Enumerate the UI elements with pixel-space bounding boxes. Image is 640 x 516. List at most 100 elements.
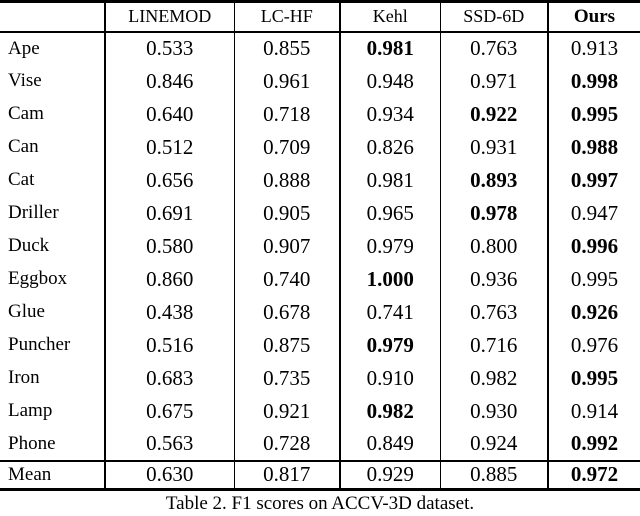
score-cell: 0.979	[339, 328, 440, 362]
score-cell: 0.936	[439, 262, 548, 296]
score-cell: 1.000	[339, 262, 440, 296]
score-cell: 0.563	[104, 427, 234, 461]
score-cell: 0.992	[547, 427, 640, 461]
score-cell: 0.709	[233, 130, 340, 164]
row-label: Phone	[8, 432, 56, 454]
table-row: Iron 0.683 0.735 0.910 0.982 0.995	[0, 361, 640, 395]
score-cell: 0.800	[439, 229, 548, 263]
column-header-kehl: Kehl	[339, 1, 440, 32]
score-cell: 0.580	[104, 229, 234, 263]
table-row: Lamp 0.675 0.921 0.982 0.930 0.914	[0, 394, 640, 428]
score-cell: 0.740	[233, 262, 340, 296]
score-cell: 0.905	[233, 196, 340, 230]
score-cell: 0.997	[547, 163, 640, 197]
score-cell: 0.860	[104, 262, 234, 296]
score-cell: 0.947	[547, 196, 640, 230]
table-caption: Table 2. F1 scores on ACCV-3D dataset.	[165, 493, 475, 514]
score-cell: 0.982	[339, 394, 440, 428]
score-cell: 0.885	[439, 460, 548, 490]
table-row: Driller 0.691 0.905 0.965 0.978 0.947	[0, 196, 640, 230]
score-cell: 0.961	[233, 64, 340, 98]
table-row: Phone 0.563 0.728 0.849 0.924 0.992	[0, 427, 640, 461]
score-cell: 0.965	[339, 196, 440, 230]
score-cell: 0.910	[339, 361, 440, 395]
score-cell: 0.995	[547, 361, 640, 395]
score-cell: 0.893	[439, 163, 548, 197]
row-label: Driller	[8, 202, 59, 223]
table-row: Puncher 0.516 0.875 0.979 0.716 0.976	[0, 328, 640, 362]
score-cell: 0.988	[547, 130, 640, 164]
score-cell: 0.846	[104, 64, 234, 98]
score-cell: 0.691	[104, 196, 234, 230]
f1-scores-table: LINEMOD LC-HF Kehl SSD-6D Ours Ape 0.533 0…	[0, 0, 640, 491]
table-row: Cat 0.656 0.888 0.981 0.893 0.997	[0, 163, 640, 197]
score-cell: 0.929	[339, 460, 440, 490]
score-cell: 0.972	[547, 460, 640, 490]
table-row: Glue 0.438 0.678 0.741 0.763 0.926	[0, 295, 640, 329]
score-cell: 0.948	[339, 64, 440, 98]
score-cell: 0.888	[233, 163, 340, 197]
row-label: Vise	[8, 70, 42, 91]
table-row: Vise 0.846 0.961 0.948 0.971 0.998	[0, 64, 640, 98]
score-cell: 0.971	[439, 64, 548, 98]
score-cell: 0.914	[547, 394, 640, 428]
score-cell: 0.926	[547, 295, 640, 329]
score-cell: 0.995	[547, 97, 640, 131]
table-header: LINEMOD LC-HF Kehl SSD-6D Ours	[0, 1, 640, 32]
row-label: Iron	[8, 367, 40, 388]
table-row: Duck 0.580 0.907 0.979 0.800 0.996	[0, 229, 640, 263]
score-cell: 0.875	[233, 328, 340, 362]
score-cell: 0.817	[233, 460, 340, 490]
row-label: Puncher	[8, 334, 71, 355]
score-cell: 0.735	[233, 361, 340, 395]
row-label: Mean	[8, 463, 52, 485]
row-label: Can	[8, 136, 39, 157]
table-row: Can 0.512 0.709 0.826 0.931 0.988	[0, 130, 640, 164]
score-cell: 0.741	[339, 295, 440, 329]
score-cell: 0.728	[233, 427, 340, 461]
score-cell: 0.930	[439, 394, 548, 428]
score-cell: 0.678	[233, 295, 340, 329]
table-body: Ape 0.533 0.855 0.981 0.763 0.913 Vise 0.846 0.9…	[0, 31, 640, 490]
score-cell: 0.763	[439, 31, 548, 65]
row-label: Ape	[8, 37, 40, 59]
score-cell: 0.718	[233, 97, 340, 131]
mean-row: Mean 0.630 0.817 0.929 0.885 0.972	[0, 460, 640, 490]
score-cell: 0.763	[439, 295, 548, 329]
table-row: Cam 0.640 0.718 0.934 0.922 0.995	[0, 97, 640, 131]
row-label: Cat	[8, 169, 35, 190]
score-cell: 0.630	[104, 460, 234, 490]
score-cell: 0.996	[547, 229, 640, 263]
score-cell: 0.656	[104, 163, 234, 197]
score-cell: 0.640	[104, 97, 234, 131]
score-cell: 0.716	[439, 328, 548, 362]
score-cell: 0.438	[104, 295, 234, 329]
score-cell: 0.907	[233, 229, 340, 263]
score-cell: 0.979	[339, 229, 440, 263]
column-header-ssd6d: SSD-6D	[439, 1, 548, 32]
score-cell: 0.826	[339, 130, 440, 164]
row-label: Lamp	[8, 400, 53, 421]
score-cell: 0.982	[439, 361, 548, 395]
score-cell: 0.995	[547, 262, 640, 296]
score-cell: 0.675	[104, 394, 234, 428]
score-cell: 0.931	[439, 130, 548, 164]
score-cell: 0.922	[439, 97, 548, 131]
score-cell: 0.981	[339, 31, 440, 65]
score-cell: 0.981	[339, 163, 440, 197]
score-cell: 0.976	[547, 328, 640, 362]
score-cell: 0.516	[104, 328, 234, 362]
score-cell: 0.512	[104, 130, 234, 164]
score-cell: 0.921	[233, 394, 340, 428]
corner-cell	[0, 2, 105, 32]
row-label: Cam	[8, 103, 44, 124]
score-cell: 0.849	[339, 427, 440, 461]
table-row: Ape 0.533 0.855 0.981 0.763 0.913	[0, 31, 640, 65]
row-label: Glue	[8, 301, 45, 322]
table-row: Eggbox 0.860 0.740 1.000 0.936 0.995	[0, 262, 640, 296]
score-cell: 0.533	[104, 31, 234, 65]
score-cell: 0.924	[439, 427, 548, 461]
row-label: Duck	[8, 235, 50, 256]
score-cell: 0.855	[233, 31, 340, 65]
